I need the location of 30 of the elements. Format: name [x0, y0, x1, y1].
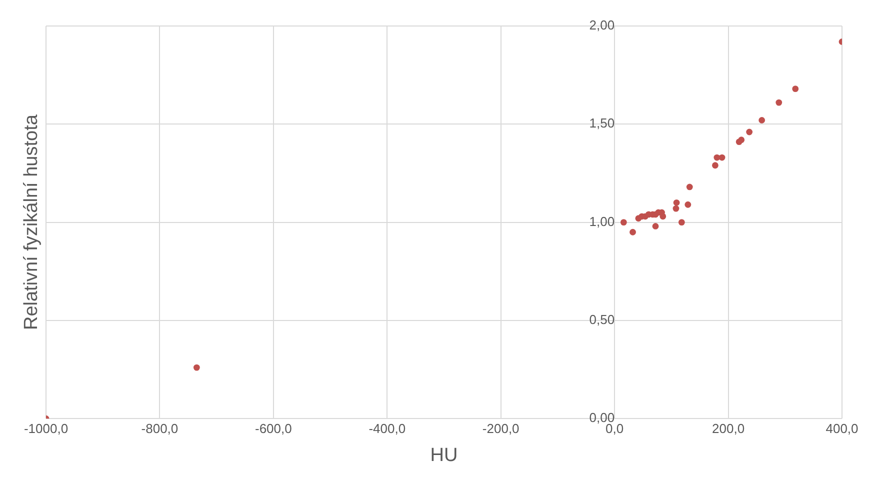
point [684, 201, 692, 208]
x-tick-label: -800,0 [141, 420, 178, 436]
x-tick-label: 200,0 [712, 420, 745, 436]
point [630, 228, 636, 236]
point [672, 205, 680, 212]
point [652, 223, 659, 230]
x-axis-title: HU [430, 444, 458, 466]
x-tick-label: -1000,0 [24, 420, 68, 436]
x-tick-label: -400,0 [368, 420, 406, 436]
point [738, 136, 745, 144]
x-tick-label: -600,0 [254, 420, 292, 436]
point [758, 117, 766, 124]
point [620, 219, 627, 226]
point [660, 213, 666, 220]
point [678, 219, 685, 226]
y-tick-label: 1,50 [589, 116, 615, 131]
point [792, 86, 799, 92]
y-tick-label: 0,50 [589, 312, 615, 328]
y-tick-label: 2,00 [589, 18, 615, 33]
point [673, 199, 680, 206]
point [746, 128, 753, 136]
y-tick-label: 1,00 [589, 214, 615, 229]
y-axis-title: Relativní fyzikální hustota [21, 114, 42, 330]
x-tick-label: -200,0 [482, 420, 520, 436]
point [193, 364, 200, 371]
point [718, 154, 726, 161]
point [776, 99, 782, 106]
point [712, 162, 718, 169]
point [686, 184, 693, 190]
x-tick-label: 400,0 [826, 420, 858, 436]
